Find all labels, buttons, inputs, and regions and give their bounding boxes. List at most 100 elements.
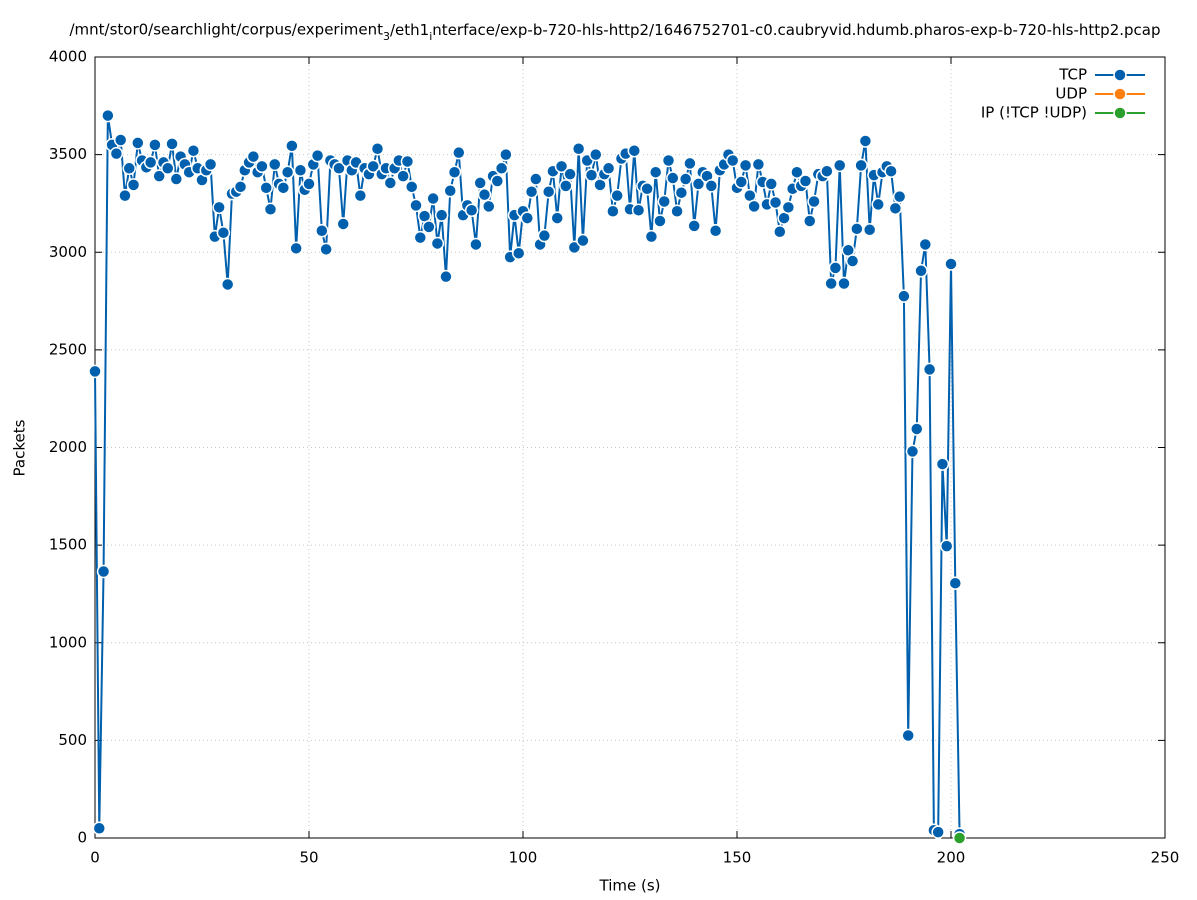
y-tick-label: 1500 (49, 536, 87, 554)
data-point (922, 362, 937, 377)
data-point (683, 156, 697, 171)
data-point (541, 184, 556, 199)
data-point (276, 181, 291, 195)
data-point (434, 208, 449, 222)
legend-marker (1113, 87, 1127, 101)
data-point (798, 174, 813, 188)
data-point (315, 224, 329, 238)
data-point (285, 139, 299, 153)
data-point (661, 153, 676, 168)
data-point (858, 134, 873, 148)
data-point (370, 142, 385, 156)
data-point (751, 157, 766, 172)
data-point (884, 164, 898, 178)
data-point (803, 214, 817, 228)
x-tick-label: 250 (1151, 849, 1180, 867)
data-point (302, 177, 316, 191)
data-point (567, 240, 582, 255)
data-point (704, 179, 719, 193)
data-point (233, 180, 248, 194)
data-point (216, 225, 231, 240)
data-point (499, 147, 513, 162)
legend-label: TCP (1058, 66, 1087, 84)
data-point (862, 223, 877, 237)
data-point (422, 220, 436, 234)
y-tick-label: 2000 (49, 438, 87, 456)
data-point (935, 457, 950, 471)
data-point (747, 199, 761, 214)
data-point (118, 188, 132, 203)
data-point (914, 264, 928, 278)
data-point (918, 237, 933, 252)
data-point (220, 277, 235, 292)
data-point (469, 237, 483, 252)
data-point (554, 159, 569, 174)
data-point (109, 146, 124, 161)
data-point (293, 163, 308, 177)
y-tick-label: 2500 (49, 340, 87, 358)
data-point (336, 217, 350, 231)
data-point (892, 189, 907, 204)
data-point (807, 194, 821, 209)
data-point (259, 181, 273, 195)
data-point (828, 261, 843, 275)
data-point (691, 177, 706, 191)
data-point (678, 172, 693, 186)
data-point (452, 145, 466, 160)
y-tick-label: 3000 (49, 243, 87, 261)
data-point (353, 188, 368, 203)
data-point (837, 276, 851, 291)
data-point (92, 821, 107, 835)
data-point (537, 228, 552, 243)
data-point (212, 200, 226, 215)
data-point (122, 161, 136, 176)
data-point (396, 169, 410, 183)
data-point (310, 148, 325, 163)
data-point (666, 171, 680, 185)
x-axis-label: Time (s) (599, 877, 661, 895)
data-point (948, 576, 963, 590)
legend-label: IP (!TCP !UDP) (981, 104, 1087, 122)
data-point (148, 138, 162, 152)
data-point (832, 158, 847, 173)
data-point (888, 201, 903, 216)
data-point (263, 202, 278, 217)
data-point (332, 161, 346, 176)
data-point (447, 165, 462, 179)
data-point (768, 195, 783, 210)
data-point (905, 444, 920, 459)
legend-marker (1113, 106, 1127, 120)
data-point (430, 236, 445, 251)
data-point (161, 161, 175, 176)
data-point (631, 203, 646, 218)
data-point (289, 241, 303, 256)
data-point (113, 133, 128, 147)
data-point (152, 169, 166, 183)
data-point (520, 211, 535, 225)
legend-marker (1113, 68, 1127, 82)
data-point (186, 143, 201, 158)
data-point (571, 142, 586, 156)
data-point (529, 172, 543, 186)
data-point (910, 422, 924, 436)
y-tick-label: 4000 (49, 48, 87, 66)
data-point (708, 224, 723, 238)
chart-title: /mnt/stor0/searchlight/corpus/experiment… (69, 21, 1160, 43)
data-point (845, 254, 860, 268)
data-point (644, 229, 659, 244)
data-point (931, 825, 945, 839)
data-point (511, 246, 526, 260)
y-axis-label: Packets (11, 419, 29, 476)
y-tick-label: 3500 (49, 145, 87, 163)
data-point (203, 157, 218, 172)
data-point (169, 172, 184, 186)
data-point (790, 165, 804, 179)
data-point (96, 564, 111, 579)
data-point (897, 289, 911, 303)
data-point (952, 831, 967, 845)
data-point (131, 136, 145, 150)
x-tick-label: 200 (937, 849, 966, 867)
data-point (563, 167, 577, 181)
data-point (820, 164, 834, 178)
data-point (319, 242, 333, 257)
